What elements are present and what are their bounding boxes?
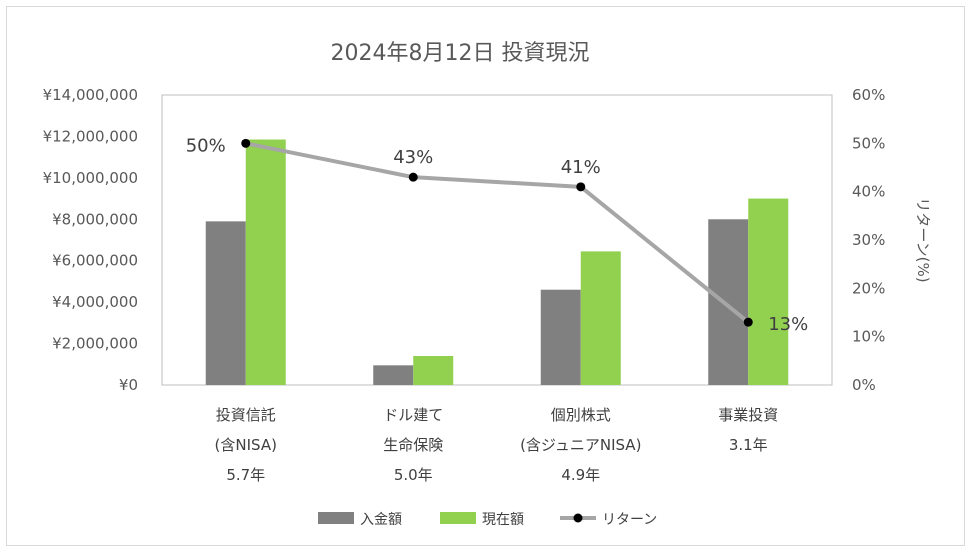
- category-label: 5.0年: [394, 466, 433, 484]
- y2-axis-title: リターン(%): [914, 197, 932, 282]
- legend-label: リターン: [602, 512, 657, 528]
- y-tick-label: ¥14,000,000: [43, 86, 138, 104]
- y2-tick-label: 10%: [852, 328, 885, 346]
- legend: 入金額 現在額 リターン: [318, 512, 657, 528]
- return-marker: [241, 138, 251, 148]
- bar-現在額-1: [413, 356, 454, 385]
- category-label: 3.1年: [729, 436, 768, 454]
- category-label: 個別株式: [551, 406, 611, 424]
- return-data-label: 43%: [393, 147, 433, 168]
- bar-入金額-0: [205, 221, 246, 385]
- y-tick-label: ¥8,000,000: [52, 210, 138, 228]
- legend-swatch-現在額: [440, 512, 476, 524]
- chart-title: 2024年8月12日 投資現況: [331, 41, 590, 66]
- y2-tick-label: 0%: [852, 376, 876, 394]
- bars-group: [205, 139, 789, 385]
- category-label: (含ジュニアNISA): [520, 436, 641, 454]
- return-marker: [576, 182, 586, 192]
- bar-現在額-2: [580, 251, 621, 385]
- return-marker: [743, 317, 753, 327]
- return-line-group: 50% 43% 41% 13%: [186, 135, 809, 335]
- y-axis-ticks: ¥0 ¥2,000,000 ¥4,000,000 ¥6,000,000 ¥8,000,0…: [43, 86, 138, 394]
- bar-現在額-3: [748, 198, 789, 385]
- bar-入金額-1: [373, 365, 414, 385]
- bar-現在額-0: [245, 139, 286, 385]
- y2-axis-ticks: 0% 10% 20% 30% 40% 50% 60%: [852, 86, 885, 394]
- return-data-label: 50%: [186, 135, 226, 156]
- legend-swatch-marker: [573, 513, 583, 523]
- y2-tick-label: 40%: [852, 183, 885, 201]
- legend-swatch-入金額: [318, 512, 354, 524]
- legend-label: 入金額: [360, 512, 402, 528]
- y-tick-label: ¥6,000,000: [52, 252, 138, 270]
- return-data-label: 41%: [561, 157, 601, 178]
- category-label: (含NISA): [215, 436, 277, 454]
- category-label: 4.9年: [561, 466, 600, 484]
- y-tick-label: ¥0: [119, 376, 138, 394]
- chart-frame: [6, 6, 965, 546]
- category-label: ドル建て: [383, 406, 443, 424]
- return-data-label: 13%: [768, 314, 808, 335]
- category-label: 生命保険: [383, 436, 443, 454]
- y-tick-label: ¥12,000,000: [43, 127, 138, 145]
- return-marker: [408, 172, 418, 182]
- plot-area: [161, 94, 833, 386]
- category-label: 5.7年: [226, 466, 265, 484]
- y2-tick-label: 30%: [852, 231, 885, 249]
- bar-入金額-2: [540, 289, 581, 385]
- y-tick-label: ¥4,000,000: [52, 293, 138, 311]
- category-label: 事業投資: [718, 406, 778, 424]
- y2-tick-label: 20%: [852, 279, 885, 297]
- y2-tick-label: 60%: [852, 86, 885, 104]
- y-tick-label: ¥2,000,000: [52, 335, 138, 353]
- y2-tick-label: 50%: [852, 134, 885, 152]
- return-line: [245, 141, 750, 324]
- y-tick-label: ¥10,000,000: [43, 169, 138, 187]
- legend-label: 現在額: [482, 512, 524, 528]
- bar-入金額-3: [708, 219, 749, 385]
- category-label: 投資信託: [216, 406, 276, 424]
